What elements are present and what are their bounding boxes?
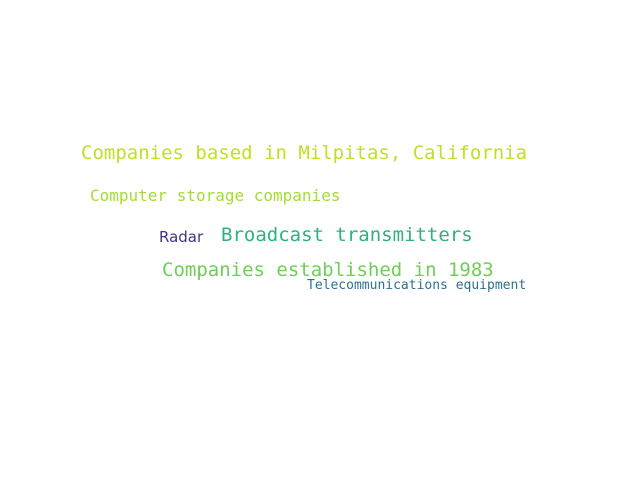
cloud-word: Radar <box>159 228 204 246</box>
cloud-word: Companies based in Milpitas, California <box>81 142 528 164</box>
cloud-word: Companies established in 1983 <box>162 259 494 281</box>
cloud-word: Broadcast transmitters <box>221 224 473 246</box>
cloud-word: Telecommunications equipment <box>307 278 527 293</box>
cloud-word: Computer storage companies <box>90 186 341 205</box>
